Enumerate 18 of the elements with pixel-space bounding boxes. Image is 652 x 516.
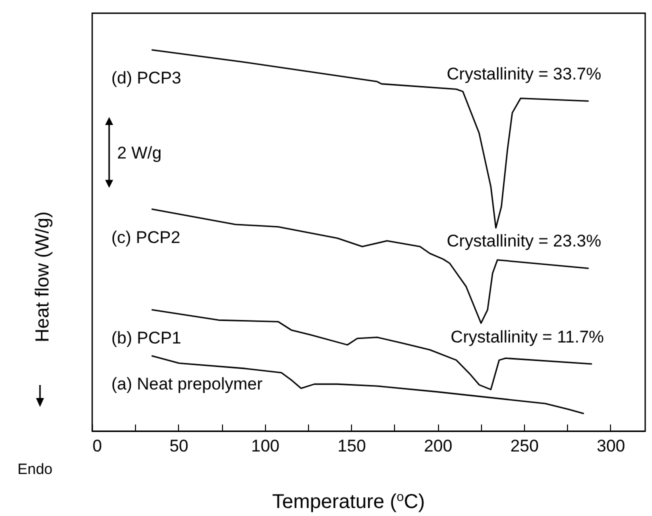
x-tick-label: 300 bbox=[596, 436, 626, 456]
annotation: Crystallinity = 23.3% bbox=[446, 232, 602, 251]
annotation: 2 W/g bbox=[117, 143, 162, 162]
y-axis-title: Heat flow (W/g) bbox=[32, 211, 54, 342]
x-tick-label: 200 bbox=[424, 436, 452, 456]
x-tick-label: 250 bbox=[510, 436, 539, 456]
x-tick-label: 150 bbox=[338, 436, 366, 456]
series-label: (a) Neat prepolymer bbox=[111, 374, 263, 394]
text: Endo bbox=[17, 461, 53, 478]
x-tick-label: 50 bbox=[169, 436, 188, 456]
x-tick-label: 0 bbox=[92, 436, 102, 456]
series-label: (c) PCP2 bbox=[111, 228, 180, 247]
series-label: (d) PCP3 bbox=[111, 68, 182, 88]
annotation: Crystallinity = 33.7% bbox=[446, 64, 602, 84]
series-label: (b) PCP1 bbox=[111, 328, 182, 348]
x-axis-title: Temperature ($^{o}$C) bbox=[272, 488, 425, 513]
annotation: Crystallinity = 11.7% bbox=[450, 327, 604, 346]
x-tick-label: 100 bbox=[251, 436, 280, 456]
